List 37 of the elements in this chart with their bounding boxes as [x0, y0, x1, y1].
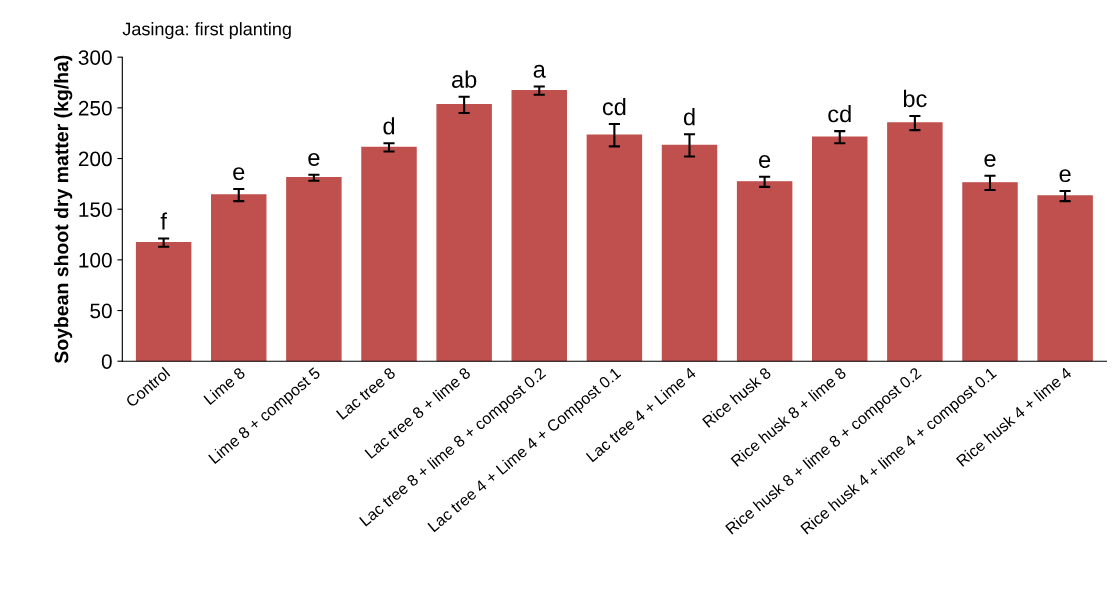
x-tick-label: Lime 8 — [203, 366, 246, 406]
bar — [736, 181, 793, 362]
annotation: e — [984, 153, 996, 167]
chart-title: Jasinga: first planting — [122, 22, 291, 39]
y-tick-label: 200 — [78, 151, 112, 167]
annotation: e — [759, 155, 771, 168]
y-tick-label: 0 — [101, 354, 112, 369]
bar — [286, 177, 342, 362]
y-tick-label: 250 — [78, 100, 112, 116]
annotation: cd — [602, 97, 626, 116]
annotation: d — [683, 108, 695, 126]
y-tick-label: 150 — [79, 202, 112, 217]
bar — [962, 182, 1018, 362]
annotation: cd — [828, 104, 851, 123]
annotation: a — [533, 64, 546, 78]
annotation: ab — [452, 70, 477, 88]
bar — [361, 146, 417, 362]
bar — [887, 122, 943, 362]
bar — [586, 134, 643, 362]
bar — [661, 144, 718, 362]
bar — [135, 241, 192, 362]
annotation: bc — [903, 89, 927, 108]
annotation: d — [383, 117, 395, 135]
bar — [812, 136, 868, 362]
x-tick-label: Lac tree 8 — [335, 366, 397, 420]
annotation: e — [308, 152, 320, 166]
bar — [511, 89, 567, 362]
bar — [1037, 195, 1093, 362]
y-axis-title: Soybean shoot dry matter (kg/ha) — [54, 55, 73, 364]
y-tick-label: 300 — [78, 50, 112, 65]
y-tick-label: 100 — [79, 252, 112, 268]
annotation: e — [233, 167, 245, 181]
bar — [211, 194, 267, 362]
annotation: e — [1059, 169, 1071, 183]
y-tick-label: 50 — [90, 303, 112, 319]
annotation: f — [160, 212, 167, 230]
bar — [436, 104, 492, 362]
